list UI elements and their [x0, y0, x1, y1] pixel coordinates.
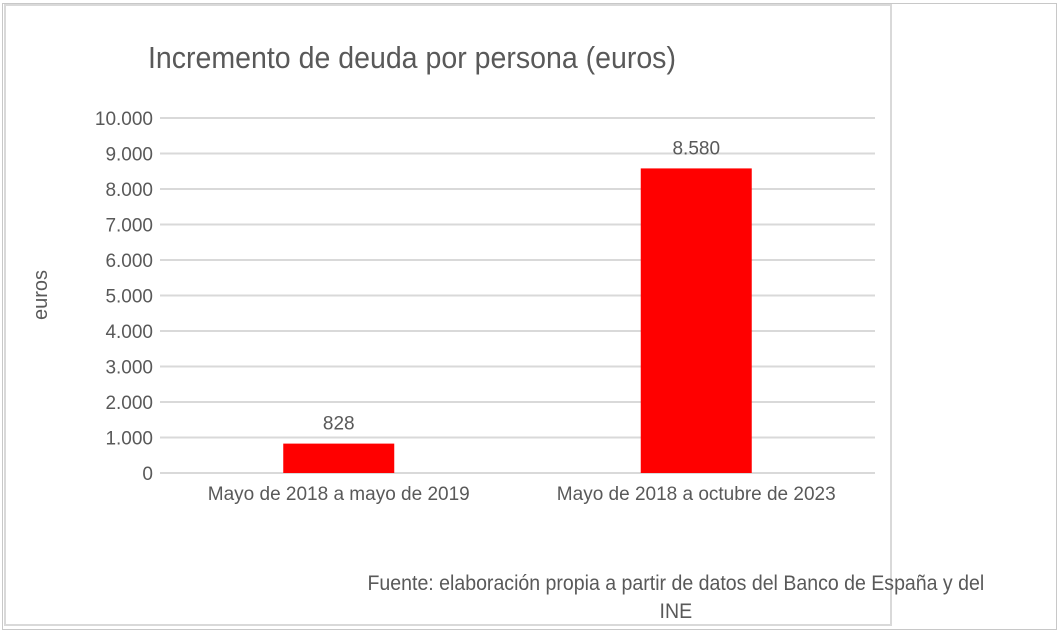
chart-area	[4, 4, 892, 626]
y-tick-label: 3.000	[105, 358, 153, 379]
y-tick-label: 2.000	[105, 393, 153, 414]
y-tick-label: 1.000	[105, 429, 153, 450]
x-tick-label: Mayo de 2018 a octubre de 2023	[557, 484, 836, 505]
y-tick-label: 4.000	[105, 322, 153, 343]
y-tick-label: 0	[142, 464, 153, 485]
bar	[283, 443, 395, 473]
y-tick-label: 9.000	[105, 145, 153, 166]
y-tick-label: 8.000	[105, 180, 153, 201]
bar	[640, 168, 752, 473]
x-tick-label: Mayo de 2018 a mayo de 2019	[208, 484, 470, 505]
y-tick-label: 10.000	[95, 109, 153, 130]
y-tick-label: 7.000	[105, 216, 153, 237]
y-tick-label: 5.000	[105, 287, 153, 308]
data-label: 828	[323, 414, 355, 435]
chart-title: Incremento de deuda por persona (euros)	[148, 40, 676, 75]
data-label: 8.580	[672, 138, 720, 159]
image-border	[2, 3, 1057, 630]
y-tick-label: 6.000	[105, 251, 153, 272]
source-note: Fuente: elaboración propia a partir de d…	[367, 572, 985, 623]
